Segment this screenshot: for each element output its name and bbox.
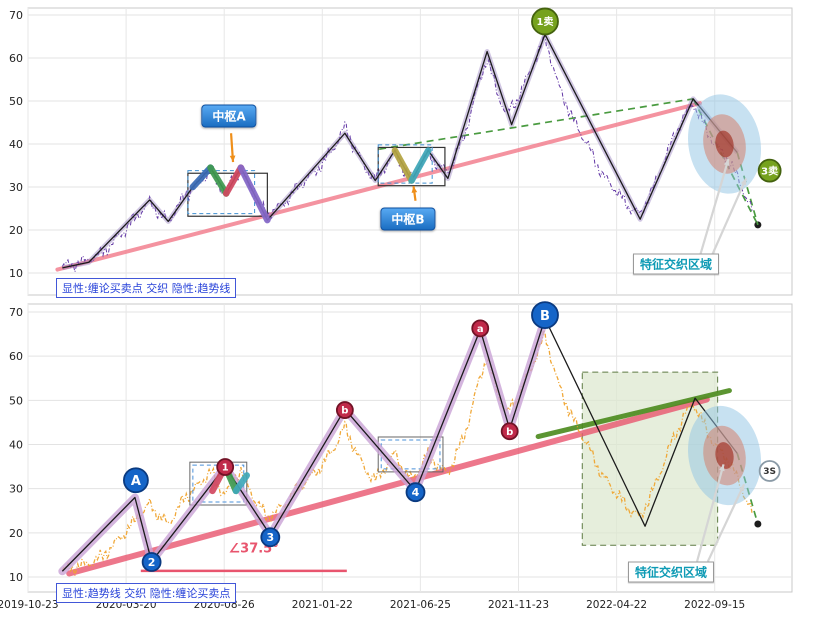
panel-frame <box>27 7 793 296</box>
region-annotation-arrow <box>695 464 725 562</box>
marker-label: 1卖 <box>537 15 554 28</box>
x-tick-label: 2022-09-15 <box>684 599 745 611</box>
pivot-segment <box>391 147 415 184</box>
pivot-b-button[interactable]: 中枢B <box>380 207 436 231</box>
x-tick-label: 2019-10-23 <box>0 599 59 611</box>
marker-3 <box>260 527 281 548</box>
y-tick-label: 50 <box>9 95 23 108</box>
y-tick-label: 70 <box>9 306 23 319</box>
trend-line <box>55 101 702 272</box>
marker-a <box>471 319 490 338</box>
y-tick-label: 10 <box>9 267 23 280</box>
projection-end-dot <box>754 520 762 528</box>
y-tick-label: 20 <box>9 527 23 540</box>
y-tick-label: 20 <box>9 224 23 237</box>
zigzag-line <box>62 33 738 269</box>
pivot-segment <box>222 164 245 197</box>
y-tick-label: 70 <box>9 9 23 22</box>
pivot-a-button[interactable]: 中枢A <box>201 104 257 128</box>
marker-label: 1 <box>222 463 229 474</box>
lower-panel-caption: 显性:趋势线 交织 隐性:缠论买卖点 <box>56 583 237 603</box>
trend-line <box>535 388 732 440</box>
x-tick-label: 2021-11-23 <box>488 599 549 611</box>
y-tick-label: 40 <box>9 438 23 451</box>
marker-3卖 <box>757 158 782 183</box>
overlap-blob <box>715 442 734 469</box>
region-annotation-arrow <box>710 177 748 257</box>
x-tick-label: 2021-06-25 <box>390 599 451 611</box>
y-tick-label: 60 <box>9 52 23 65</box>
region-annotation-arrow <box>698 158 730 257</box>
marker-b <box>500 422 519 441</box>
pivot-box <box>377 436 444 473</box>
marker-b <box>335 401 354 419</box>
pivot-segment <box>207 164 230 197</box>
y-tick-label: 40 <box>9 138 23 151</box>
marker-label: 3 <box>266 531 274 544</box>
feature-region-label-upper: 特征交织区域 <box>632 253 720 275</box>
x-tick-label: 2021-01-22 <box>292 599 353 611</box>
trend-line <box>66 396 710 577</box>
arrow-head <box>723 159 730 166</box>
marker-B <box>531 301 559 329</box>
marker-label: 2 <box>148 556 156 569</box>
marker-2 <box>141 552 162 572</box>
marker-label: 4 <box>412 486 420 499</box>
marker-A <box>123 467 149 494</box>
arrow-head <box>738 484 745 492</box>
marker-label: A <box>131 474 141 489</box>
marker-label: b <box>341 406 348 417</box>
marker-label: a <box>477 324 484 335</box>
region-annotation-arrow <box>706 483 746 563</box>
arrow-head <box>229 155 236 163</box>
feature-region-label-lower: 特征交织区域 <box>627 561 715 583</box>
markers-upper: 1卖 3卖 <box>531 7 782 183</box>
dashed-projection-line <box>379 98 694 150</box>
y-tick-label: 60 <box>9 350 23 363</box>
x-tick-label: 2022-04-22 <box>586 599 647 611</box>
y-tick-label: 30 <box>9 483 23 496</box>
arrow-head <box>740 178 747 186</box>
arrow-head <box>719 464 725 472</box>
upper-panel-caption: 显性:缠论买卖点 交织 隐性:趋势线 <box>56 278 237 298</box>
y-tick-label: 50 <box>9 394 23 407</box>
pivot-box-inner <box>380 439 441 470</box>
marker-label: b <box>506 427 513 438</box>
price-line <box>61 31 753 273</box>
y-tick-label: 30 <box>9 181 23 194</box>
marker-3S <box>758 460 781 482</box>
pivot-segment <box>237 164 271 224</box>
marker-1 <box>216 458 235 476</box>
panel-upper <box>55 31 762 273</box>
marker-1卖 <box>531 7 559 36</box>
markers-lower: A 2 3 4 B 1 b a b 3S <box>123 301 781 572</box>
pivot-box-inner <box>192 464 245 503</box>
marker-label: 3卖 <box>761 164 778 177</box>
pivot-segment <box>408 147 432 184</box>
overlap-blob <box>715 130 734 158</box>
pivot-segment <box>189 164 214 191</box>
pivot-segment <box>232 472 251 495</box>
price-line <box>61 328 753 577</box>
marker-4 <box>405 482 426 503</box>
marker-label: 3S <box>763 467 776 477</box>
arrow-head <box>411 186 418 193</box>
pivot-box-inner <box>377 144 433 184</box>
marker-label: B <box>540 309 550 324</box>
pivot-box-inner <box>187 170 256 215</box>
y-tick-label: 10 <box>9 571 23 584</box>
